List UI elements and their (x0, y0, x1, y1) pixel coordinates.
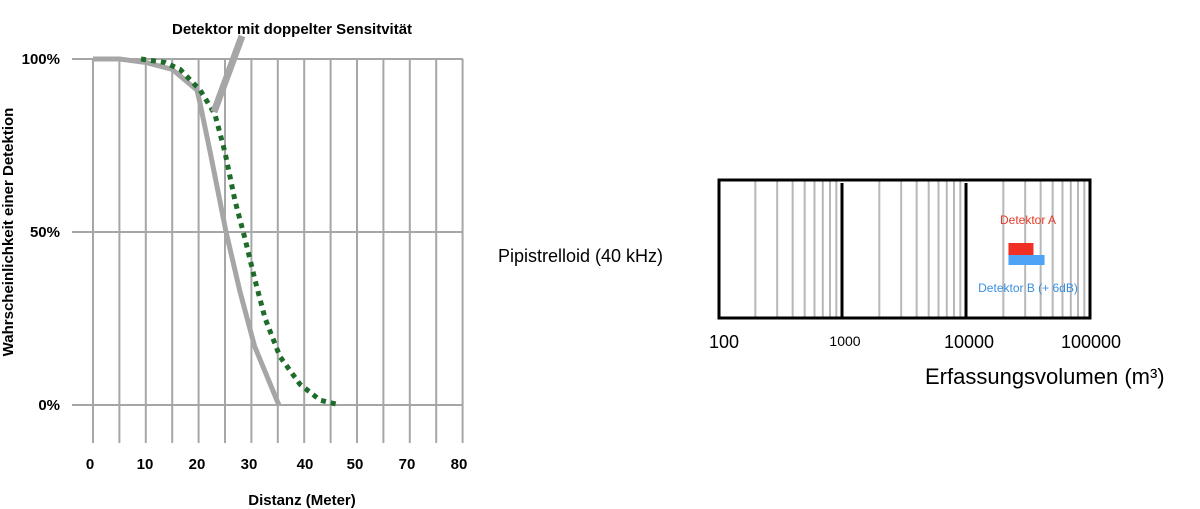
x-tick-label: 80 (451, 456, 468, 473)
series-label: Detektor B (+ 6dB) (978, 281, 1078, 295)
right-x-axis-label: Erfassungsvolumen (m³) (925, 364, 1165, 389)
x-tick-label: 0 (86, 456, 94, 473)
annotation-pointer (210, 34, 246, 114)
series-baseline (93, 56, 282, 406)
left-series (93, 56, 341, 408)
x-axis-label: Distanz (Meter) (248, 492, 356, 509)
y-axis-label: Wahrscheinlichkeit einer Detektion (0, 108, 17, 357)
series-label: Detektor A (1000, 213, 1056, 227)
y-tick-label: 100% (22, 51, 60, 68)
y-tick-label: 0% (38, 397, 60, 414)
plot-frame (717, 178, 1092, 320)
x-tick-label: 30 (241, 456, 258, 473)
bar-detektor-a (1008, 243, 1034, 255)
y-tick-label: 50% (30, 224, 60, 241)
x-tick-label: 10000 (944, 332, 994, 352)
left-grid (72, 58, 464, 443)
x-tick-label: 70 (399, 456, 416, 473)
x-tick-label: 100 (709, 332, 739, 352)
x-tick-label: 40 (297, 456, 314, 473)
x-tick-label: 50 (347, 456, 364, 473)
x-tick-label: 1000 (829, 333, 860, 349)
bar-detektor-b (1008, 255, 1045, 265)
x-tick-label: 10 (137, 456, 154, 473)
right-bars: Detektor A Detektor B (+ 6dB) (978, 213, 1078, 295)
x-tick-label: 100000 (1061, 332, 1121, 352)
annotation-label: Detektor mit doppelter Sensitvität (172, 21, 412, 38)
category-label: Pipistrelloid (40 kHz) (498, 246, 663, 266)
right-grid (717, 178, 1092, 320)
x-tick-label: 20 (189, 456, 206, 473)
